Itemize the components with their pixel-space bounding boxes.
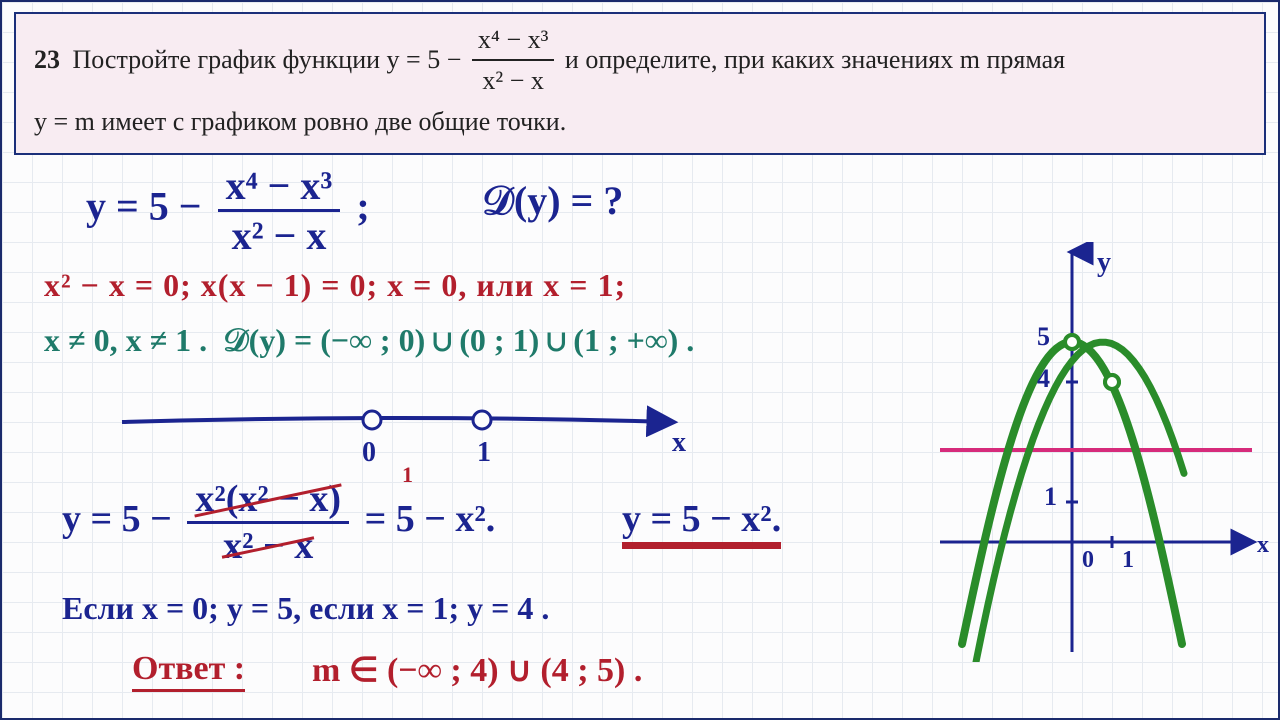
simplify-exponent: 1 <box>402 462 413 488</box>
answer-value: m ∈ (−∞ ; 4) ∪ (4 ; 5) . <box>312 650 642 690</box>
domain-set-text: 𝒟(y) = (−∞ ; 0) ∪ (0 ; 1) ∪ (1 ; +∞) . <box>223 322 694 358</box>
simplify-frac-top: x²(x² − x) <box>195 478 341 520</box>
eq-main: y = 5 − x⁴ − x³ x² − x ; <box>86 162 370 259</box>
problem-number: 23 <box>34 45 60 74</box>
simplify-boxed: y = 5 − x². <box>622 498 781 545</box>
denominator-zeros: x² − x = 0; x(x − 1) = 0; x = 0, или x =… <box>44 267 626 304</box>
eq-main-frac: x⁴ − x³ x² − x <box>218 162 341 259</box>
parabola-graph <box>932 242 1262 662</box>
graph-tick-1x: 1 <box>1122 547 1134 574</box>
simplify-mid: = 5 − x². <box>365 498 496 540</box>
simplify-result: y = 5 − x². <box>622 497 781 541</box>
numline-label-x: x <box>672 427 686 459</box>
graph-tick-4: 4 <box>1037 364 1050 394</box>
graph-tick-1y: 1 <box>1044 482 1057 512</box>
domain-question: 𝒟(y) = ? <box>482 177 623 224</box>
problem-frac-top: x⁴ − x³ <box>472 20 555 61</box>
problem-frac-bot: x² − x <box>472 61 555 100</box>
evaluations: Если x = 0; y = 5, если x = 1; y = 4 . <box>62 590 549 627</box>
eq-main-left: y = 5 − <box>86 184 202 229</box>
simplify-frac-bot: x² − x <box>223 525 313 567</box>
problem-text-before: Постройте график функции y = 5 − <box>73 45 462 74</box>
simplify-eq: y = 5 − x²(x² − x) x² − x = 5 − x². <box>62 477 495 568</box>
answer-label: Ответ : <box>132 650 245 688</box>
simplify-frac: x²(x² − x) x² − x <box>187 477 349 568</box>
simplify-left: y = 5 − <box>62 498 172 540</box>
problem-fraction: x⁴ − x³ x² − x <box>472 20 555 100</box>
numline-label-0: 0 <box>362 437 376 469</box>
problem-text-after: и определите, при каких значениях m прям… <box>565 45 1065 74</box>
numline-label-1: 1 <box>477 437 491 469</box>
number-line <box>112 392 692 472</box>
eq-main-frac-bot: x² − x <box>224 212 335 259</box>
eq-main-frac-top: x⁴ − x³ <box>218 162 341 212</box>
graph-tick-0: 0 <box>1082 547 1094 574</box>
graph-y-label: y <box>1097 247 1111 279</box>
problem-statement-box: 23 Постройте график функции y = 5 − x⁴ −… <box>14 12 1266 155</box>
graph-x-label: x <box>1257 532 1269 559</box>
domain-restrict-text: x ≠ 0, x ≠ 1 . <box>44 322 207 358</box>
eq-main-right: ; <box>356 184 369 229</box>
graph-tick-5: 5 <box>1037 322 1050 352</box>
problem-text-line2: y = m имеет с графиком ровно две общие т… <box>34 107 566 136</box>
answer-label-text: Ответ : <box>132 650 245 692</box>
domain-restriction: x ≠ 0, x ≠ 1 . 𝒟(y) = (−∞ ; 0) ∪ (0 ; 1)… <box>44 322 694 360</box>
